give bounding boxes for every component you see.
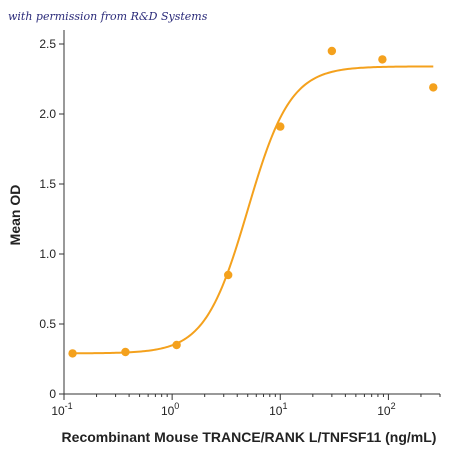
data-point-6 — [327, 46, 337, 56]
x-tick-label: 100 — [161, 401, 179, 418]
data-point-2 — [121, 347, 130, 357]
data-point-3 — [172, 340, 181, 350]
x-tick-label: 10-1 — [51, 401, 72, 418]
y-axis-label: Mean OD — [7, 185, 23, 246]
data-point-5 — [276, 122, 285, 131]
fit-curve — [72, 65, 434, 355]
y-tick-label: 0 — [49, 387, 56, 401]
x-axis-label: Recombinant Mouse TRANCE/RANK L/TNFSF11 … — [62, 429, 437, 445]
x-axis: 10-1 100 101 102 — [51, 393, 441, 418]
y-axis: 0 0.5 1.0 1.5 2.0 2.5 — [39, 30, 65, 401]
y-tick-label: 1.0 — [39, 247, 56, 261]
x-tick-label: 102 — [377, 401, 395, 418]
x-tick-label: 101 — [269, 401, 287, 418]
y-tick-label: 0.5 — [39, 317, 56, 331]
data-point-1 — [68, 349, 77, 358]
watermark: with permission from R&D Systems — [8, 10, 208, 23]
data-point-7 — [378, 55, 387, 64]
y-tick-label: 1.5 — [39, 177, 56, 191]
y-tick-label: 2.0 — [39, 107, 56, 121]
data-point-4 — [224, 270, 233, 280]
y-tick-label: 2.5 — [39, 37, 56, 51]
data-points — [68, 46, 438, 358]
data-point-8 — [429, 83, 438, 92]
